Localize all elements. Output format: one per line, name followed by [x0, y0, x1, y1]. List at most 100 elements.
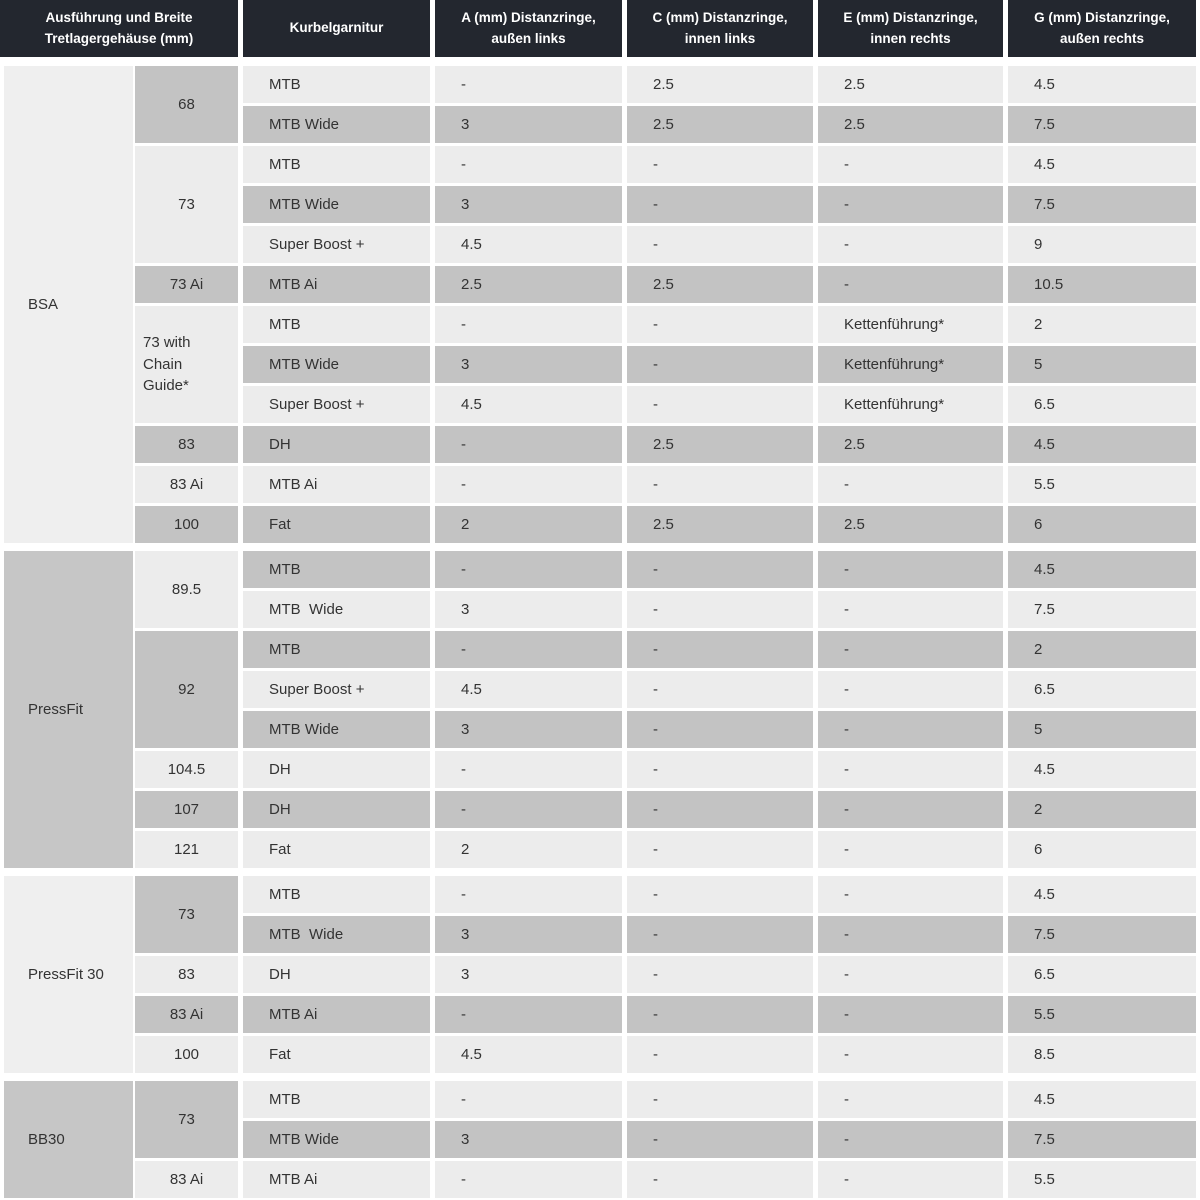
value-a-cell: -	[435, 996, 622, 1033]
value-a-cell: 3	[435, 1121, 622, 1158]
value-g: 6.5	[1034, 966, 1055, 983]
crankset-label: MTB Wide	[269, 116, 340, 133]
shell-width-label: 100	[173, 515, 200, 533]
value-g: 4.5	[1034, 1091, 1055, 1108]
value-c: -	[653, 561, 658, 578]
bb-standard-cell: BSA	[4, 66, 133, 543]
value-c-cell: -	[627, 146, 813, 183]
value-c: -	[653, 721, 658, 738]
group-rows: DH - - - 2	[243, 791, 1196, 828]
shell-width-cell: 121	[135, 831, 238, 868]
crankset-label: MTB Ai	[269, 1006, 318, 1023]
table-row: MTB Wide 3 - Kettenführung* 5	[243, 346, 1196, 383]
table-row: MTB - - - 4.5	[243, 551, 1196, 588]
table-row: MTB Ai - - - 5.5	[243, 996, 1196, 1033]
value-a: -	[461, 1171, 466, 1188]
header-c-label: C (mm) Distanzringe, innen links	[652, 10, 788, 46]
crankset-label: MTB Ai	[269, 1171, 318, 1188]
value-e: -	[844, 1131, 849, 1148]
value-c-cell: -	[627, 791, 813, 828]
value-e-cell: -	[818, 146, 1003, 183]
value-g-cell: 7.5	[1008, 591, 1196, 628]
value-c: -	[653, 801, 658, 818]
value-g: 5.5	[1034, 476, 1055, 493]
value-a: 2	[461, 516, 470, 533]
value-a: -	[461, 156, 466, 173]
crankset-label: MTB	[269, 316, 301, 333]
value-a: 3	[461, 926, 470, 943]
width-group: 73 MTB - - - 4.5 MTB Wide 3 - - 7.5	[135, 876, 1196, 953]
value-e-cell: -	[818, 671, 1003, 708]
value-g: 2	[1034, 641, 1043, 658]
value-a-cell: 3	[435, 711, 622, 748]
shell-width-groups: 68 MTB - 2.5 2.5 4.5 MTB Wide 3 2.5 2.5 7.5 73 MTB - -…	[135, 66, 1196, 543]
crankset-cell: MTB Ai	[243, 266, 430, 303]
crankset-cell: MTB Wide	[243, 711, 430, 748]
value-g-cell: 5.5	[1008, 466, 1196, 503]
group-rows: MTB Ai - - - 5.5	[243, 996, 1196, 1033]
value-c: -	[653, 601, 658, 618]
value-c-cell: -	[627, 466, 813, 503]
section-bb30: BB30 73 MTB - - - 4.5 MTB Wide 3 - - 7.5 83 Ai MTB Ai…	[0, 1081, 1200, 1198]
value-a: 3	[461, 1131, 470, 1148]
table-row: MTB - - - 4.5	[243, 146, 1196, 183]
value-a-cell: -	[435, 631, 622, 668]
value-e: -	[844, 761, 849, 778]
value-a-cell: -	[435, 791, 622, 828]
value-c: -	[653, 1046, 658, 1063]
shell-width-label: 73 with Chain Guide*	[143, 333, 195, 395]
value-c: -	[653, 396, 658, 413]
value-g-cell: 4.5	[1008, 146, 1196, 183]
value-a-cell: 4.5	[435, 671, 622, 708]
value-a-cell: 3	[435, 956, 622, 993]
value-g-cell: 10.5	[1008, 266, 1196, 303]
crankset-cell: Super Boost +	[243, 386, 430, 423]
value-e-cell: 2.5	[818, 426, 1003, 463]
value-c-cell: -	[627, 711, 813, 748]
value-e: -	[844, 841, 849, 858]
value-g-cell: 6	[1008, 506, 1196, 543]
value-c-cell: -	[627, 1161, 813, 1198]
shell-width-label: 89.5	[171, 580, 202, 598]
value-a: -	[461, 761, 466, 778]
width-group: 92 MTB - - - 2 Super Boost + 4.5 - - 6.5 MTB Wide 3 -…	[135, 631, 1196, 748]
shell-width-label: 83 Ai	[169, 1005, 204, 1023]
value-g: 2	[1034, 316, 1043, 333]
shell-width-label: 100	[173, 1045, 200, 1063]
crankset-cell: DH	[243, 956, 430, 993]
value-a: -	[461, 76, 466, 93]
shell-width-label: 73	[178, 1110, 195, 1128]
value-e-cell: -	[818, 916, 1003, 953]
crankset-cell: MTB Wide	[243, 346, 430, 383]
value-g: 7.5	[1034, 926, 1055, 943]
value-g: 4.5	[1034, 436, 1055, 453]
shell-width-label: 83 Ai	[169, 475, 204, 493]
value-e: 2.5	[844, 516, 865, 533]
value-a: 3	[461, 196, 470, 213]
crankset-cell: Fat	[243, 831, 430, 868]
table-row: MTB Wide 3 - - 5	[243, 711, 1196, 748]
group-rows: Fat 2 2.5 2.5 6	[243, 506, 1196, 543]
value-e: -	[844, 801, 849, 818]
value-c-cell: -	[627, 671, 813, 708]
crankset-label: MTB Wide	[269, 196, 340, 213]
value-e-cell: -	[818, 996, 1003, 1033]
shell-width-groups: 89.5 MTB - - - 4.5 MTB Wide 3 - - 7.5 92 MTB - - - 2 Supe…	[135, 551, 1196, 868]
table-row: MTB Ai - - - 5.5	[243, 1161, 1196, 1198]
width-group: 68 MTB - 2.5 2.5 4.5 MTB Wide 3 2.5 2.5 7.5	[135, 66, 1196, 143]
value-e: -	[844, 561, 849, 578]
crankset-label: MTB	[269, 641, 301, 658]
shell-width-label: 73	[178, 195, 195, 213]
crankset-label: Fat	[269, 1046, 291, 1063]
value-g-cell: 6.5	[1008, 671, 1196, 708]
value-a-cell: -	[435, 1081, 622, 1118]
value-a-cell: -	[435, 146, 622, 183]
value-a-cell: -	[435, 306, 622, 343]
value-c-cell: 2.5	[627, 106, 813, 143]
value-g-cell: 4.5	[1008, 551, 1196, 588]
bb-standard-label: BB30	[28, 1131, 65, 1148]
crankset-label: MTB Ai	[269, 476, 318, 493]
value-g: 6	[1034, 841, 1043, 858]
value-g-cell: 8.5	[1008, 1036, 1196, 1073]
